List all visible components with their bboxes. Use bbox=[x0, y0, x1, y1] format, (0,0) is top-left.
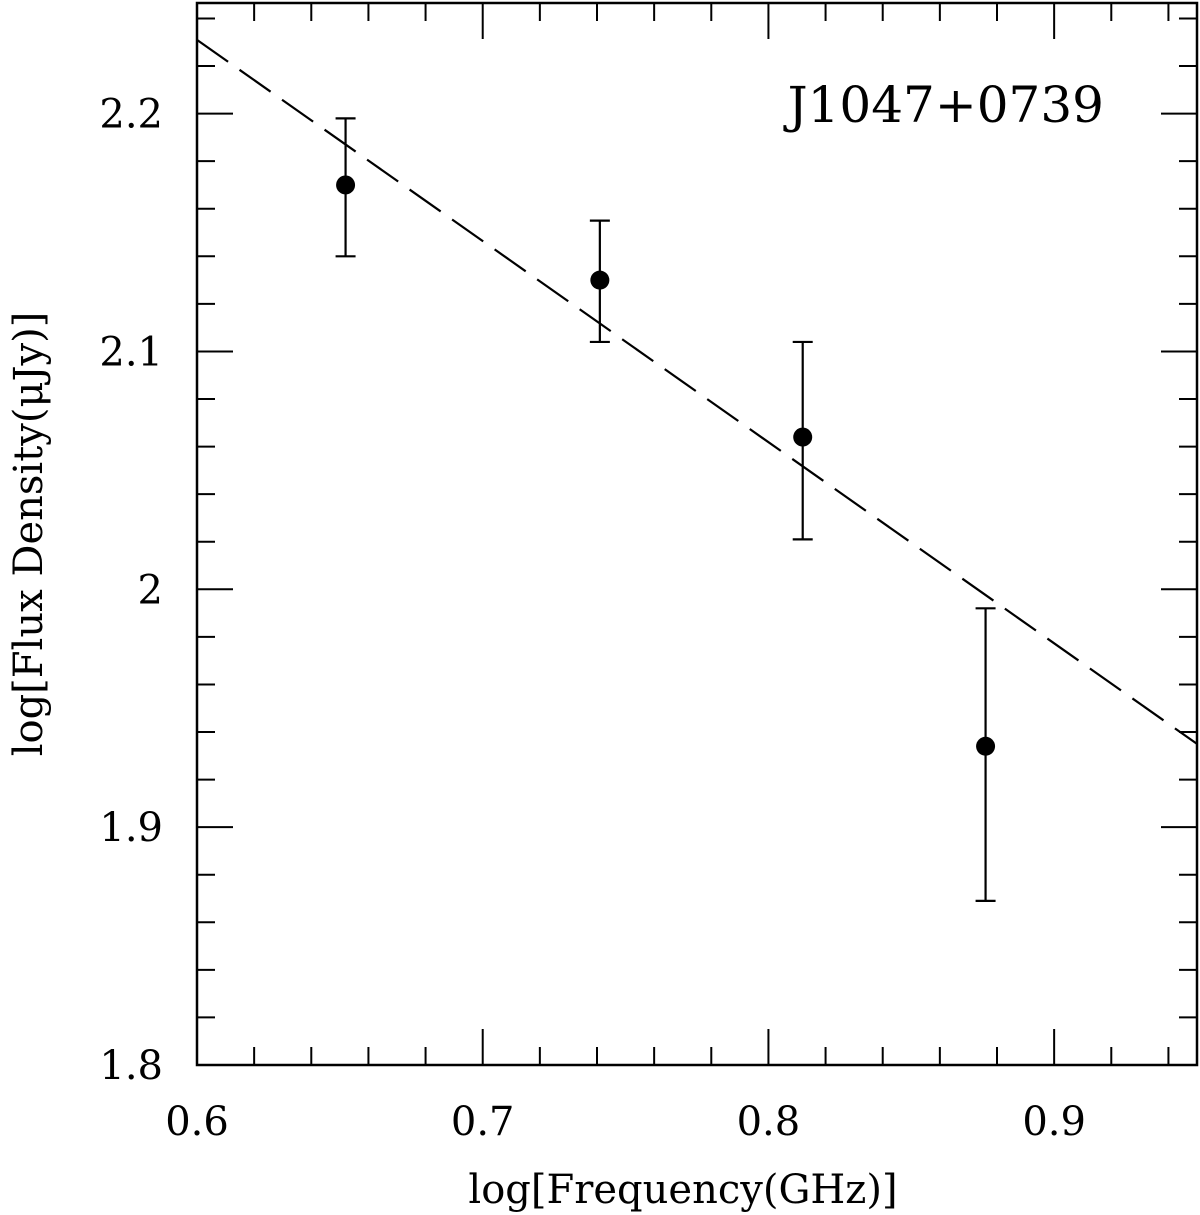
y-tick-label: 2.1 bbox=[99, 329, 163, 375]
major-ticks bbox=[196, 3, 1197, 1066]
chart-title: J1047+0739 bbox=[783, 76, 1104, 134]
marker-circle bbox=[336, 175, 356, 195]
data-point bbox=[975, 607, 996, 902]
x-tick-labels: 0.6 0.7 0.8 0.9 bbox=[165, 1099, 1086, 1145]
y-tick-label: 1.8 bbox=[99, 1043, 163, 1089]
marker-circle bbox=[793, 427, 813, 447]
data-point bbox=[589, 219, 610, 344]
minor-ticks bbox=[197, 3, 1197, 1065]
x-tick-label: 0.7 bbox=[451, 1099, 515, 1145]
x-tick-label: 0.9 bbox=[1022, 1099, 1086, 1145]
x-tick-label: 0.8 bbox=[737, 1099, 801, 1145]
x-tick-label: 0.6 bbox=[165, 1099, 229, 1145]
y-tick-label: 2.2 bbox=[99, 92, 163, 138]
plot-frame bbox=[195, 1, 1199, 1067]
x-axis-label: log[Frequency(GHz)] bbox=[468, 1167, 897, 1213]
fit-line bbox=[196, 38, 1198, 745]
data-points bbox=[335, 117, 996, 902]
dashed-fit-line bbox=[196, 38, 1198, 745]
y-tick-label: 1.9 bbox=[99, 805, 163, 851]
y-axis-label: log[Flux Density(μJy)] bbox=[6, 312, 52, 757]
y-tick-labels: 1.8 1.9 2 2.1 2.2 bbox=[99, 92, 163, 1089]
marker-circle bbox=[590, 270, 610, 290]
y-tick-label: 2 bbox=[138, 567, 163, 613]
data-point bbox=[792, 340, 813, 541]
data-point bbox=[335, 117, 356, 258]
marker-circle bbox=[976, 736, 996, 756]
